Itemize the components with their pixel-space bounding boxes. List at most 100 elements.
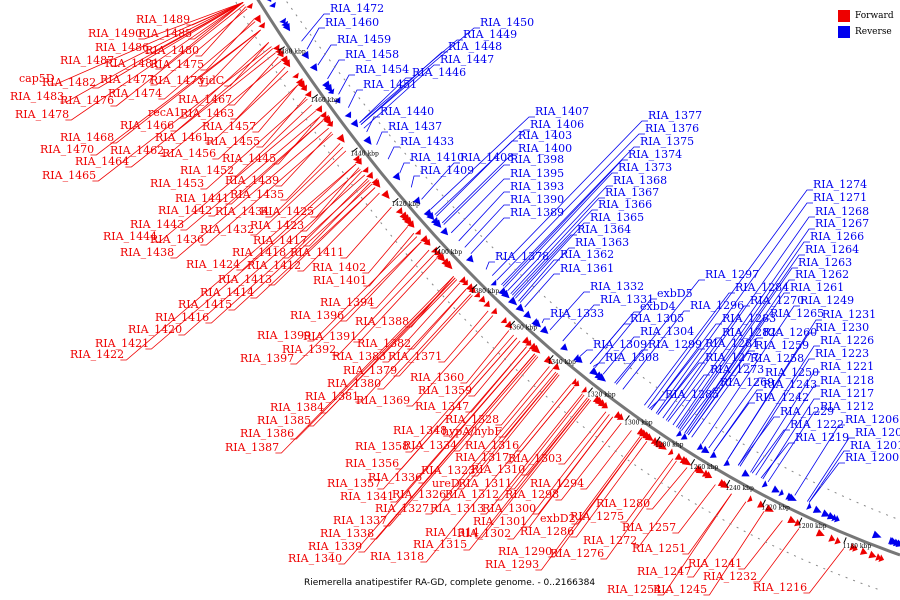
position-tick-label: 1200 kbp	[798, 523, 827, 530]
position-tick-mark	[762, 499, 766, 506]
forward-gene-arrow	[366, 171, 374, 179]
forward-connector	[120, 163, 357, 361]
position-ticks: 1480 kbp 1460 kbp 1440 kbp 1420 kbp 1400 kbp…	[277, 46, 872, 550]
reverse-gene-arrow	[344, 111, 352, 118]
forward-gene-label: RIA_1386	[240, 427, 294, 440]
forward-gene-arrow	[681, 457, 692, 466]
forward-gene-label: RIA_1357	[327, 477, 381, 490]
reverse-connector	[485, 261, 495, 270]
reverse-gene-arrow	[596, 373, 607, 382]
forward-gene-label: RIA_1463	[180, 107, 234, 120]
reverse-gene-arrow	[309, 63, 318, 72]
forward-gene-arrow	[473, 291, 480, 298]
forward-gene-label: RIA_1490	[88, 27, 142, 40]
reverse-connector	[751, 429, 790, 474]
reverse-connector	[665, 216, 815, 421]
forward-gene-label: RIA_1323	[421, 464, 475, 477]
forward-gene-label: RIA_1327	[375, 502, 429, 515]
reverse-connector	[808, 462, 845, 503]
forward-connector	[170, 127, 329, 259]
reverse-gene-label: RIA_1366	[598, 198, 652, 211]
reverse-connector	[767, 411, 820, 483]
gene-arrows	[246, 0, 900, 563]
forward-gene-arrow	[500, 316, 507, 324]
forward-gene-label: RIA_1294	[530, 477, 584, 490]
forward-gene-arrow	[395, 207, 403, 215]
reverse-connector	[662, 305, 750, 419]
reverse-connector	[681, 387, 720, 431]
reverse-gene-label: RIA_1446	[412, 66, 466, 79]
reverse-gene-label: RIA_1263	[798, 256, 852, 269]
forward-gene-label: RIA_1487	[60, 54, 114, 67]
reverse-connector	[441, 153, 518, 224]
forward-gene-label: RIA_1388	[355, 315, 409, 328]
reverse-connector	[657, 362, 705, 415]
forward-gene-arrow	[787, 515, 797, 523]
reverse-connector	[436, 140, 518, 217]
reverse-gene-label: RIA_1472	[330, 2, 384, 15]
reverse-gene-label: RIA_1274	[813, 178, 867, 191]
reverse-gene-label: RIA_1375	[640, 135, 694, 148]
forward-gene-label: recA1	[148, 106, 181, 119]
reverse-gene-arrow	[412, 196, 421, 205]
reverse-connector	[675, 241, 810, 428]
reverse-connector	[686, 292, 790, 435]
forward-connector	[338, 349, 531, 565]
reverse-gene-arrow	[709, 451, 717, 458]
forward-gene-arrow	[521, 336, 530, 345]
reverse-gene-arrow	[741, 469, 750, 477]
reverse-gene-label: RIA_1219	[795, 431, 849, 444]
forward-gene-label: hypA/hybF	[442, 425, 502, 438]
forward-gene-label: RIA_1438	[120, 246, 174, 259]
forward-gene-label: RIA_1443	[130, 218, 184, 231]
forward-gene-label: RIA_1300	[482, 502, 536, 515]
forward-gene-label: RIA_1317	[455, 451, 509, 464]
reverse-gene-label: RIA_1395	[510, 167, 564, 180]
reverse-connector	[806, 437, 855, 502]
forward-gene-label: RIA_1399	[257, 329, 311, 342]
forward-gene-arrow	[757, 500, 765, 508]
reverse-gene-label: RIA_1450	[480, 16, 534, 29]
position-tick-mark	[548, 355, 554, 361]
forward-gene-arrow	[323, 116, 332, 126]
forward-gene-label: RIA_1358	[355, 440, 409, 453]
reverse-gene-label: RIA_1242	[755, 391, 809, 404]
forward-connector	[236, 163, 357, 271]
forward-connector	[682, 493, 732, 555]
forward-connector	[205, 70, 289, 144]
forward-connector	[307, 236, 418, 342]
forward-gene-label: RIA_1476	[60, 94, 114, 107]
forward-connector	[200, 98, 308, 190]
reverse-gene-label: RIA_1459	[337, 33, 391, 46]
forward-connector	[90, 29, 261, 156]
forward-gene-arrow	[601, 401, 608, 409]
reverse-connector	[501, 146, 640, 286]
position-tick-label: 1420 kbp	[391, 201, 420, 208]
reverse-connector	[562, 304, 600, 342]
forward-gene-label: RIA_1371	[388, 350, 442, 363]
forward-gene-arrow	[704, 471, 713, 479]
forward-gene-label: RIA_1379	[343, 364, 397, 377]
forward-connector	[158, 21, 256, 100]
forward-gene-label: ureD	[432, 477, 460, 490]
forward-gene-label: RIA_1360	[410, 371, 464, 384]
forward-gene-label: RIA_1293	[485, 558, 539, 571]
reverse-connector	[518, 259, 560, 302]
position-tick-label: 1180 kbp	[843, 543, 872, 550]
forward-gene-label: RIA_1303	[508, 452, 562, 465]
reverse-gene-label: RIA_1451	[363, 78, 417, 91]
reverse-gene-arrow	[812, 505, 822, 513]
forward-gene-arrow	[246, 2, 253, 9]
reverse-gene-label: RIA_1299	[648, 338, 702, 351]
reverse-connector	[511, 209, 598, 296]
forward-connector	[457, 373, 558, 490]
forward-gene-label: RIA_1397	[240, 352, 294, 365]
reverse-gene-label: RIA_1398	[510, 153, 564, 166]
reverse-connector	[519, 247, 575, 303]
reverse-gene-arrow	[465, 254, 474, 263]
reverse-connector	[614, 349, 648, 384]
reverse-connector	[359, 39, 463, 123]
reverse-connector	[360, 27, 480, 125]
forward-connector	[160, 60, 282, 157]
reverse-gene-label: RIA_1265	[770, 307, 824, 320]
